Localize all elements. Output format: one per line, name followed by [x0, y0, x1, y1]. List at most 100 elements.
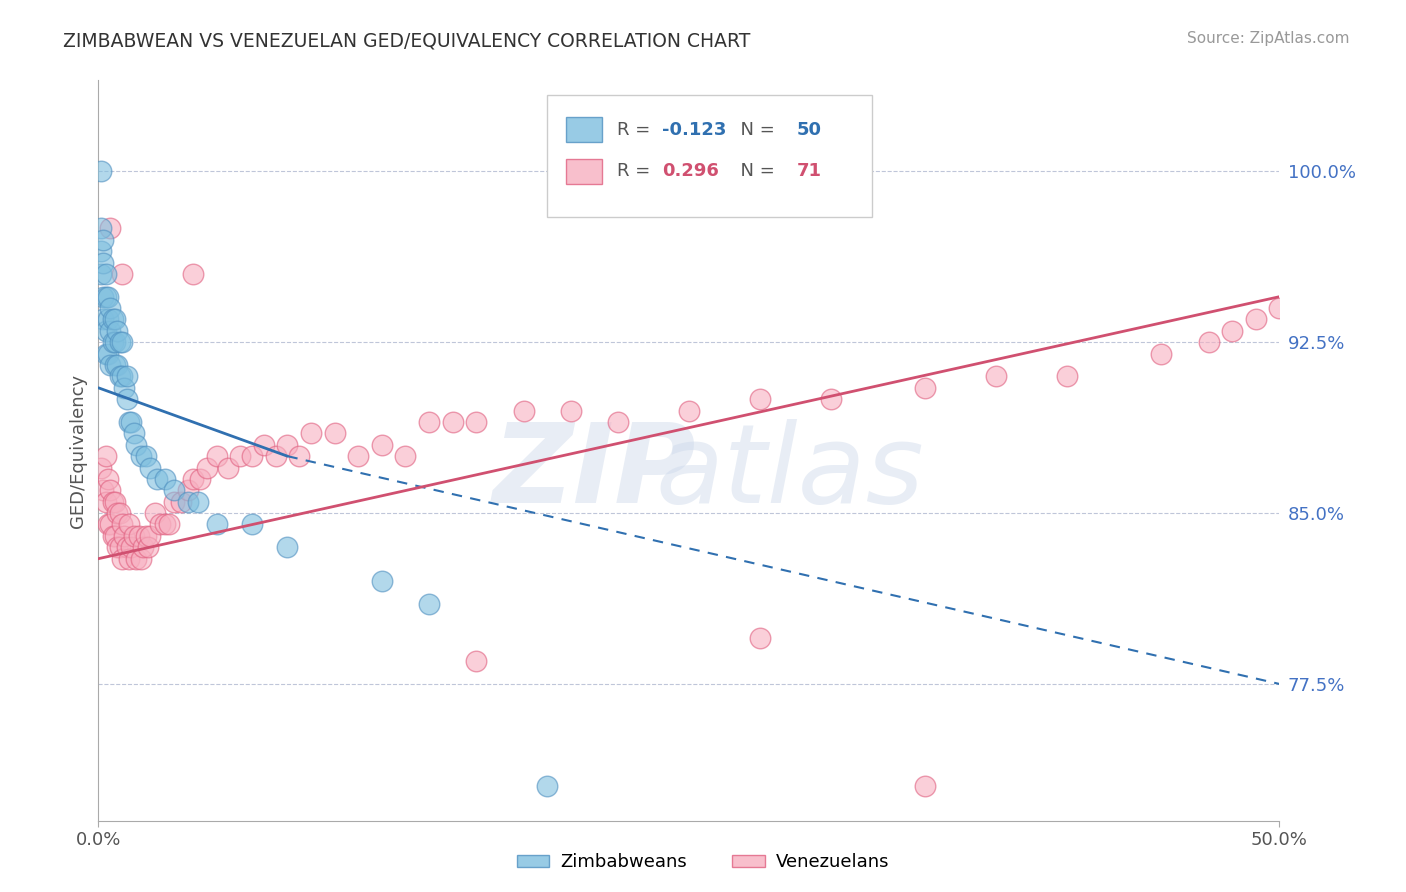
Point [299, 426, 322, 441]
Point [94, 346, 117, 360]
Point [394, 449, 416, 463]
Point [177, 494, 200, 508]
Point [101, 335, 124, 350]
Point [512, 403, 534, 417]
Point [418, 415, 440, 429]
Legend: Zimbabweans, Venezuelans: Zimbabweans, Venezuelans [510, 847, 896, 879]
Point [129, 449, 152, 463]
Point [104, 358, 127, 372]
Point [90, 460, 112, 475]
Point [276, 438, 298, 452]
Point [111, 517, 134, 532]
Point [111, 551, 134, 566]
Point [91, 255, 114, 269]
Point [465, 415, 488, 429]
Point [104, 494, 127, 508]
Point [132, 541, 155, 555]
Point [139, 460, 162, 475]
Point [111, 335, 134, 350]
Point [748, 392, 770, 407]
Point [914, 381, 936, 395]
Point [323, 426, 346, 441]
Point [153, 517, 176, 532]
Point [115, 369, 138, 384]
Point [97, 346, 120, 360]
Point [163, 494, 186, 508]
Point [104, 529, 127, 543]
Point [94, 324, 117, 338]
FancyBboxPatch shape [567, 118, 602, 143]
Point [94, 449, 117, 463]
Point [1150, 346, 1173, 360]
Point [97, 472, 120, 486]
Point [104, 335, 127, 350]
Point [217, 460, 239, 475]
Point [135, 449, 157, 463]
Point [97, 312, 120, 326]
Point [98, 324, 121, 338]
Text: 0.296: 0.296 [662, 162, 718, 180]
Point [205, 517, 228, 532]
Point [91, 290, 114, 304]
Point [536, 780, 558, 794]
Point [121, 415, 143, 429]
Text: 50: 50 [796, 121, 821, 139]
Point [129, 551, 152, 566]
Text: atlas: atlas [655, 419, 924, 526]
Point [187, 494, 209, 508]
Point [418, 597, 440, 611]
Text: 71: 71 [796, 162, 821, 180]
Point [1268, 301, 1291, 315]
Point [188, 472, 211, 486]
Point [205, 449, 228, 463]
Point [111, 369, 134, 384]
Text: N =: N = [730, 121, 780, 139]
Point [101, 529, 124, 543]
Point [678, 403, 700, 417]
Point [143, 506, 166, 520]
Point [276, 541, 298, 555]
Point [153, 472, 176, 486]
Point [105, 541, 128, 555]
Point [253, 438, 276, 452]
Point [1056, 369, 1078, 384]
Point [108, 369, 131, 384]
Text: N =: N = [730, 162, 780, 180]
Point [170, 494, 193, 508]
Point [121, 541, 143, 555]
Point [163, 483, 186, 498]
Point [98, 221, 121, 235]
Text: R =: R = [617, 121, 655, 139]
Point [371, 574, 394, 589]
Point [97, 517, 120, 532]
Point [91, 312, 114, 326]
Text: ZIMBABWEAN VS VENEZUELAN GED/EQUIVALENCY CORRELATION CHART: ZIMBABWEAN VS VENEZUELAN GED/EQUIVALENCY… [63, 31, 751, 50]
Point [146, 472, 169, 486]
Point [115, 541, 138, 555]
Point [139, 529, 162, 543]
Point [136, 541, 159, 555]
Text: ZIP: ZIP [492, 419, 696, 526]
Point [108, 506, 131, 520]
Point [607, 415, 630, 429]
Point [104, 312, 127, 326]
Point [748, 632, 770, 646]
Text: -0.123: -0.123 [662, 121, 725, 139]
Point [90, 164, 112, 178]
Y-axis label: GED/Equivalency: GED/Equivalency [69, 374, 87, 527]
Point [97, 290, 120, 304]
Point [1198, 335, 1220, 350]
Point [1220, 324, 1243, 338]
Point [105, 358, 128, 372]
Point [135, 529, 157, 543]
Point [914, 780, 936, 794]
Point [101, 312, 124, 326]
Point [195, 460, 218, 475]
Point [1244, 312, 1267, 326]
Point [177, 483, 200, 498]
Point [94, 494, 117, 508]
Point [157, 517, 180, 532]
Point [240, 449, 263, 463]
Point [94, 267, 117, 281]
Point [101, 494, 124, 508]
